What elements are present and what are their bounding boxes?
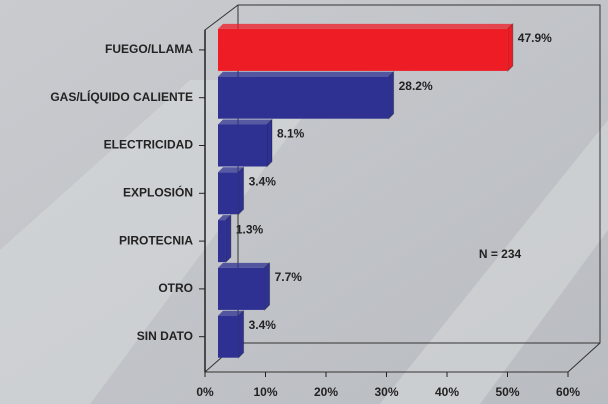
bar: [218, 315, 239, 358]
value-label: 47.9%: [518, 31, 552, 45]
x-tick-label: 10%: [253, 385, 277, 399]
bar-side: [266, 118, 273, 168]
y-tick-label: GAS/LÍQUIDO CALIENTE: [50, 89, 193, 104]
value-label: 1.3%: [236, 222, 264, 236]
bar-side: [238, 309, 245, 359]
bar-side: [507, 22, 514, 73]
bar-top: [218, 23, 513, 29]
bar-top: [218, 215, 231, 221]
bar-top: [218, 262, 270, 268]
bar-top: [218, 71, 394, 77]
bar: [218, 76, 389, 119]
bar-side: [264, 261, 271, 312]
value-label: 28.2%: [399, 79, 433, 93]
y-tick-label: PIROTECNIA: [119, 233, 193, 247]
value-label: 7.7%: [275, 270, 303, 284]
bar-top: [218, 310, 244, 316]
bar: [218, 172, 239, 215]
y-tick-label: FUEGO/LLAMA: [105, 42, 193, 56]
y-tick-label: EXPLOSIÓN: [123, 184, 193, 199]
bar-side: [225, 213, 232, 264]
bar: [218, 124, 268, 167]
bar: [218, 267, 265, 310]
value-label: 8.1%: [277, 127, 305, 141]
x-tick-label: 0%: [196, 385, 214, 399]
bar-side: [238, 166, 245, 216]
annotation: N = 234: [479, 247, 522, 261]
bar-top: [218, 119, 273, 125]
value-label: 3.4%: [249, 318, 277, 332]
y-tick-label: ELECTRICIDAD: [104, 138, 194, 152]
bg-stripe: [380, 120, 608, 404]
x-tick-label: 40%: [435, 385, 459, 399]
bar-top: [218, 167, 244, 173]
x-tick-label: 30%: [374, 385, 398, 399]
y-tick-label: OTRO: [158, 281, 193, 295]
x-tick-label: 60%: [556, 385, 580, 399]
x-tick-label: 50%: [495, 385, 519, 399]
y-tick-label: SIN DATO: [137, 329, 193, 343]
x-tick-label: 20%: [314, 385, 338, 399]
bar-side: [388, 70, 395, 120]
value-label: 3.4%: [249, 174, 277, 188]
bar: [218, 28, 508, 71]
bar: [218, 220, 226, 263]
